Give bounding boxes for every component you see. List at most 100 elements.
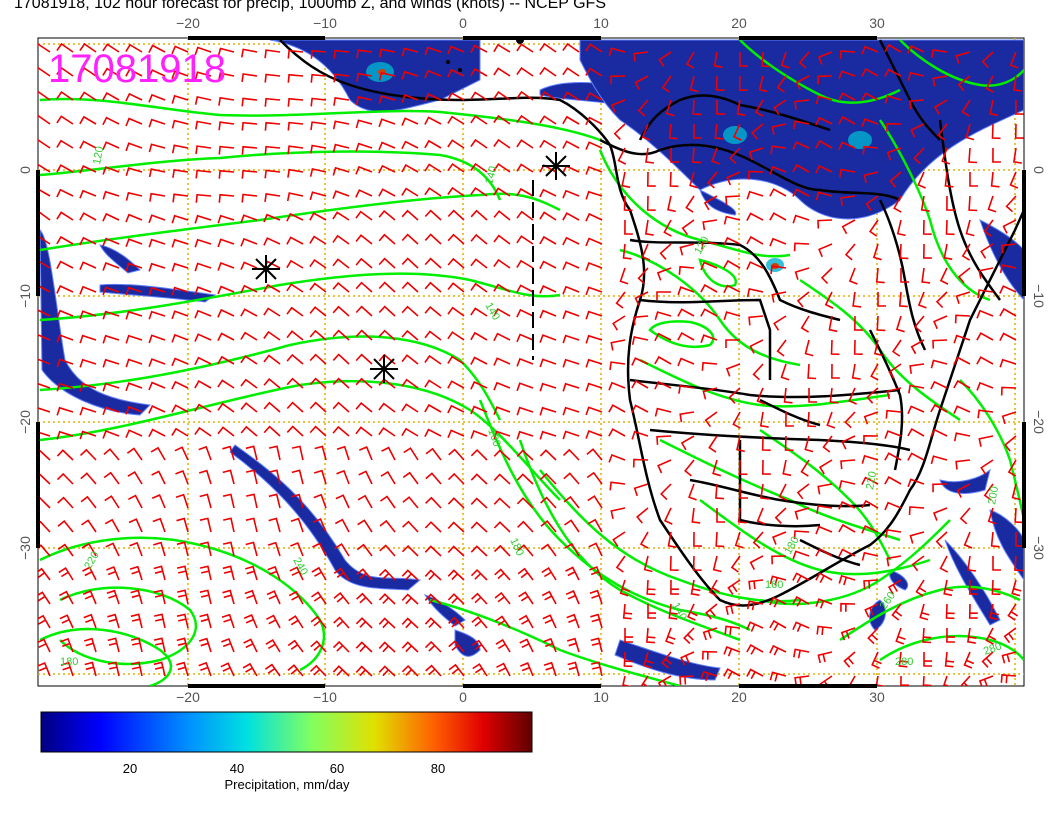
- wind-barb: [38, 614, 51, 629]
- wind-barb: [516, 497, 534, 509]
- wind-barb: [310, 49, 327, 59]
- wind-barb: [634, 75, 649, 90]
- y-tick-label: −20: [1031, 410, 1047, 434]
- wind-barb: [332, 305, 350, 317]
- wind-barb: [447, 429, 465, 439]
- wind-barb: [785, 411, 794, 427]
- wind-barb: [683, 627, 695, 645]
- wind-barb: [708, 435, 718, 453]
- wind-barb: [516, 43, 534, 53]
- wind-barb: [539, 139, 557, 149]
- asterisk-marker: [542, 152, 570, 180]
- wind-barb: [175, 493, 189, 509]
- wind-barb: [541, 590, 557, 605]
- wind-barb: [932, 75, 948, 87]
- wind-barb: [130, 613, 143, 629]
- wind-barb: [401, 164, 419, 173]
- wind-barb: [493, 308, 511, 317]
- wind-barb: [641, 243, 651, 261]
- wind-barb: [198, 637, 212, 653]
- precipitation-areas: [39, 39, 1024, 681]
- wind-barb: [861, 68, 879, 77]
- wind-barb: [267, 565, 281, 581]
- wind-barb: [621, 675, 632, 686]
- wind-barb: [355, 257, 373, 269]
- wind-barb: [771, 555, 787, 565]
- wind-barb: [493, 67, 511, 77]
- wind-barb: [401, 70, 419, 80]
- wind-barb: [1012, 147, 1022, 164]
- wind-barb: [148, 334, 166, 344]
- wind-barb: [57, 543, 74, 557]
- wind-barb: [800, 459, 810, 477]
- wind-barb: [311, 591, 327, 605]
- wind-barb: [935, 291, 948, 309]
- wind-barb: [848, 387, 857, 405]
- wind-barb: [425, 472, 442, 485]
- wind-barb: [1015, 532, 1024, 547]
- wind-barb: [539, 449, 557, 461]
- wind-barb: [148, 358, 166, 367]
- wind-barb: [562, 261, 580, 271]
- wind-barb: [355, 210, 373, 221]
- wind-barb: [953, 356, 971, 365]
- wind-barb: [263, 425, 281, 437]
- wind-barb: [264, 121, 281, 131]
- contour-label: 120: [91, 145, 106, 165]
- wind-barb: [884, 501, 902, 511]
- wind-barb: [80, 472, 97, 485]
- wind-barb: [199, 541, 212, 557]
- wind-barb: [401, 403, 419, 413]
- wind-barb: [907, 71, 925, 81]
- wind-barb: [171, 310, 189, 320]
- wind-barb: [586, 471, 603, 485]
- wind-barb: [1000, 386, 1017, 396]
- wind-barb: [241, 121, 258, 131]
- wind-barb: [708, 579, 720, 597]
- wind-barb: [725, 603, 741, 615]
- wind-barb: [314, 445, 327, 461]
- wind-barb: [378, 305, 396, 317]
- wind-barb: [286, 401, 304, 413]
- wind-barb: [493, 138, 511, 149]
- wind-barb: [401, 329, 419, 341]
- wind-barb: [610, 339, 626, 351]
- wind-barb: [242, 662, 258, 677]
- wind-barb: [154, 613, 166, 629]
- wind-barb: [128, 494, 143, 509]
- wind-barb: [241, 169, 258, 179]
- wind-barb: [724, 625, 741, 635]
- wind-barb: [654, 380, 672, 390]
- wind-barb: [333, 73, 350, 83]
- wind-barb: [896, 219, 906, 237]
- wind-barb: [151, 470, 166, 485]
- wind-barb: [218, 193, 235, 203]
- wind-barb: [907, 428, 925, 437]
- wind-barb: [976, 356, 994, 365]
- wind-barb: [148, 428, 166, 438]
- wind-barb: [358, 470, 373, 485]
- wind-barb: [470, 448, 488, 461]
- wind-barb: [107, 613, 120, 629]
- wind-barb: [194, 356, 212, 366]
- wind-barb: [82, 566, 97, 581]
- wind-barb: [148, 44, 166, 53]
- wind-barb: [153, 661, 166, 677]
- wind-barb: [838, 116, 856, 125]
- wind-barb: [815, 548, 833, 557]
- wind-barb: [830, 339, 840, 356]
- wind-barb: [244, 589, 258, 605]
- wind-barb: [356, 543, 373, 557]
- wind-barb: [840, 195, 856, 206]
- wind-barb: [796, 483, 810, 500]
- wind-barb: [171, 286, 189, 296]
- wind-barb: [379, 519, 396, 533]
- wind-barb: [562, 212, 580, 221]
- wind-barb: [968, 603, 978, 619]
- wind-barb: [102, 261, 120, 271]
- wind-barb: [171, 238, 189, 248]
- wind-barb: [102, 116, 120, 126]
- wind-barb: [263, 330, 281, 341]
- wind-barb: [884, 94, 902, 104]
